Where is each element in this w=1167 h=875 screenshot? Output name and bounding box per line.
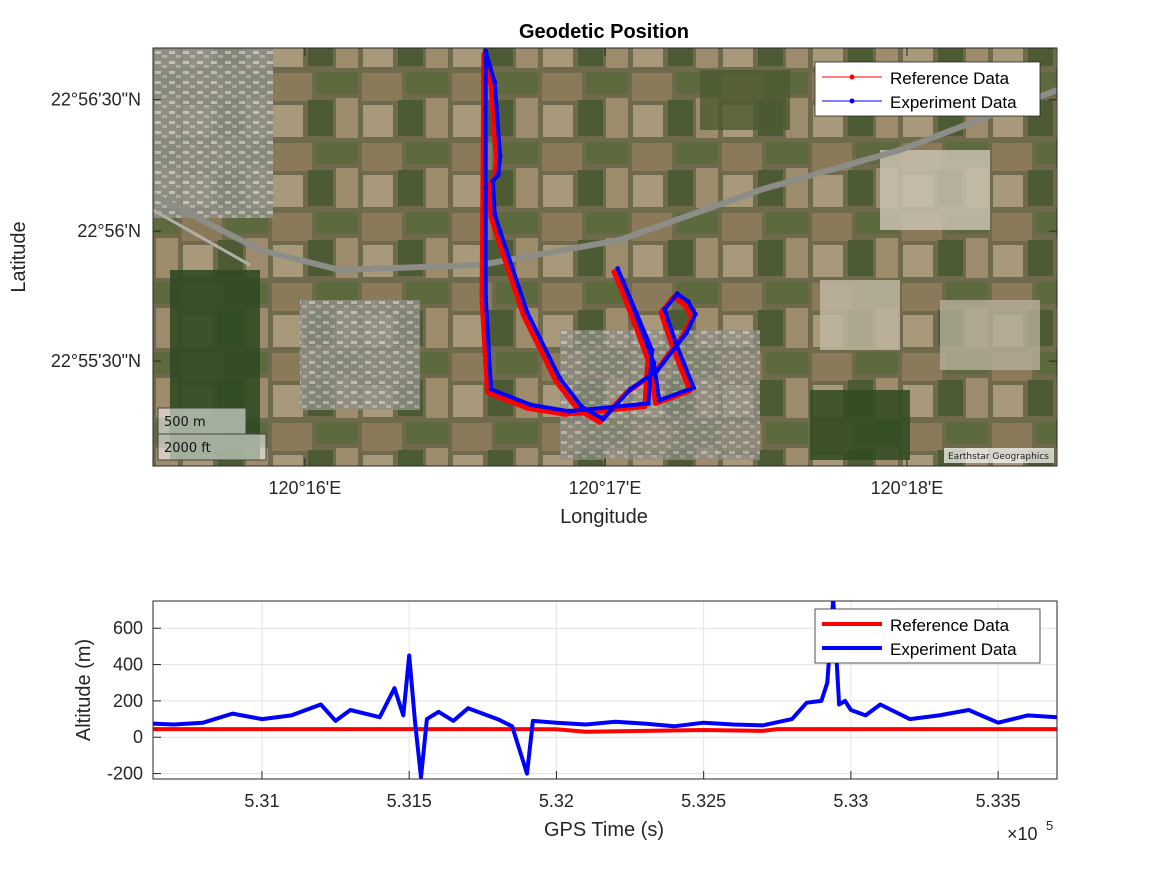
- experiment-point: [524, 310, 530, 316]
- reference-point: [653, 400, 659, 406]
- map-ticks: 120°16'E 120°17'E 120°18'E 22°55'30"N 22°56'…: [51, 48, 1057, 498]
- map-ylabel: Latitude: [8, 221, 30, 292]
- map-y-tick-label: 22°56'30"N: [51, 90, 141, 110]
- experiment-point: [627, 386, 633, 392]
- experiment-point: [483, 48, 489, 54]
- experiment-point: [488, 386, 494, 392]
- experiment-point: [656, 397, 662, 403]
- altitude-ylabel: Altitude (m): [73, 639, 95, 741]
- experiment-point: [638, 325, 644, 331]
- experiment-track: [483, 50, 698, 421]
- reference-point: [485, 389, 490, 395]
- experiment-point: [495, 172, 501, 178]
- altitude-xlabel: GPS Time (s): [544, 819, 664, 841]
- alt-y-tick-label: 200: [113, 691, 143, 711]
- x-exponent-power: 5: [1046, 818, 1053, 833]
- alt-legend-experiment: Experiment Data: [890, 640, 1017, 659]
- experiment-point: [497, 228, 503, 234]
- experiment-point: [649, 347, 655, 353]
- alt-x-tick-label: 5.315: [387, 791, 432, 811]
- reference-point: [524, 405, 530, 411]
- experiment-point: [492, 79, 498, 85]
- map-title: Geodetic Position: [519, 21, 689, 43]
- experiment-point: [691, 385, 697, 391]
- map-x-tick-label: 120°16'E: [269, 478, 342, 498]
- reference-point: [635, 328, 640, 334]
- map-legend: Reference Data Experiment Data: [814, 61, 1041, 117]
- map-attribution: Earthstar Geographics: [944, 448, 1054, 463]
- altitude-ticks: 5.31 5.315 5.32 5.325 5.33 5.335 -200 0 200 400 60…: [107, 618, 1021, 811]
- reference-point: [682, 302, 688, 308]
- reference-point: [494, 231, 499, 237]
- alt-x-tick-label: 5.32: [539, 791, 574, 811]
- reference-point: [479, 297, 485, 303]
- reference-point: [617, 281, 622, 287]
- alt-y-tick-label: 400: [113, 655, 143, 675]
- reference-point: [611, 269, 617, 275]
- altitude-series: [153, 601, 1057, 779]
- map-y-tick-label: 22°55'30"N: [51, 351, 141, 371]
- scale-bar-imperial: 2000 ft: [164, 441, 211, 456]
- experiment-point: [557, 375, 563, 381]
- experiment-point: [683, 330, 689, 336]
- altitude-axes-box: [152, 600, 1058, 780]
- experiment-point: [662, 306, 668, 312]
- experiment-point: [692, 311, 698, 317]
- experiment-point: [483, 294, 489, 300]
- experiment-point: [600, 416, 606, 422]
- reference-point: [521, 313, 527, 319]
- map-y-tick-label: 22°56'N: [77, 221, 141, 241]
- map-xlabel: Longitude: [560, 506, 648, 528]
- legend-experiment-marker: [849, 98, 855, 104]
- reference-point: [669, 343, 675, 348]
- experiment-point: [685, 299, 691, 305]
- map-x-tick-label: 120°17'E: [569, 478, 642, 498]
- alt-legend-reference: Reference Data: [890, 616, 1010, 635]
- alt-y-tick-label: -200: [107, 764, 143, 784]
- map-legend-reference: Reference Data: [890, 69, 1010, 88]
- experiment-point: [528, 402, 534, 408]
- altitude-grid: [153, 601, 1057, 779]
- x-exponent: ×10 5: [1007, 818, 1053, 844]
- attribution-text: Earthstar Geographics: [948, 452, 1049, 462]
- reference-track: [479, 53, 695, 425]
- experiment-point: [579, 404, 584, 409]
- reference-point: [553, 379, 559, 384]
- map-series: [479, 48, 698, 425]
- experiment-point: [673, 339, 678, 345]
- alt-x-tick-label: 5.33: [833, 791, 868, 811]
- reference-point: [486, 181, 492, 187]
- scale-bar-metric: 500 m: [164, 415, 206, 430]
- alt-x-tick-label: 5.31: [244, 791, 279, 811]
- experiment-point: [651, 360, 657, 366]
- map-x-tick-label: 120°18'E: [871, 478, 944, 498]
- experiment-point: [674, 291, 680, 297]
- reference-point: [488, 214, 494, 220]
- experiment-point: [492, 211, 498, 217]
- reference-point: [597, 419, 603, 425]
- experiment-point: [615, 266, 621, 272]
- reference-point: [488, 83, 494, 89]
- alt-x-tick-label: 5.335: [976, 791, 1021, 811]
- experiment-point: [620, 278, 626, 284]
- scale-bar: 500 m 2000 ft: [157, 407, 267, 461]
- alt-y-tick-label: 600: [113, 618, 143, 638]
- reference-point: [562, 411, 568, 417]
- x-exponent-base: ×10: [1007, 824, 1038, 844]
- map-legend-experiment: Experiment Data: [890, 93, 1017, 112]
- legend-reference-marker: [849, 74, 855, 80]
- altitude-legend: Reference Data Experiment Data: [814, 608, 1041, 664]
- experiment-point: [645, 400, 651, 406]
- alt-x-tick-label: 5.325: [681, 791, 726, 811]
- reference-point: [658, 310, 664, 316]
- experiment-altitude-line: [153, 601, 1057, 779]
- alt-y-tick-label: 0: [133, 727, 143, 747]
- experiment-point: [490, 178, 496, 184]
- experiment-point: [497, 153, 503, 159]
- experiment-point: [654, 368, 660, 373]
- experiment-point: [566, 408, 572, 414]
